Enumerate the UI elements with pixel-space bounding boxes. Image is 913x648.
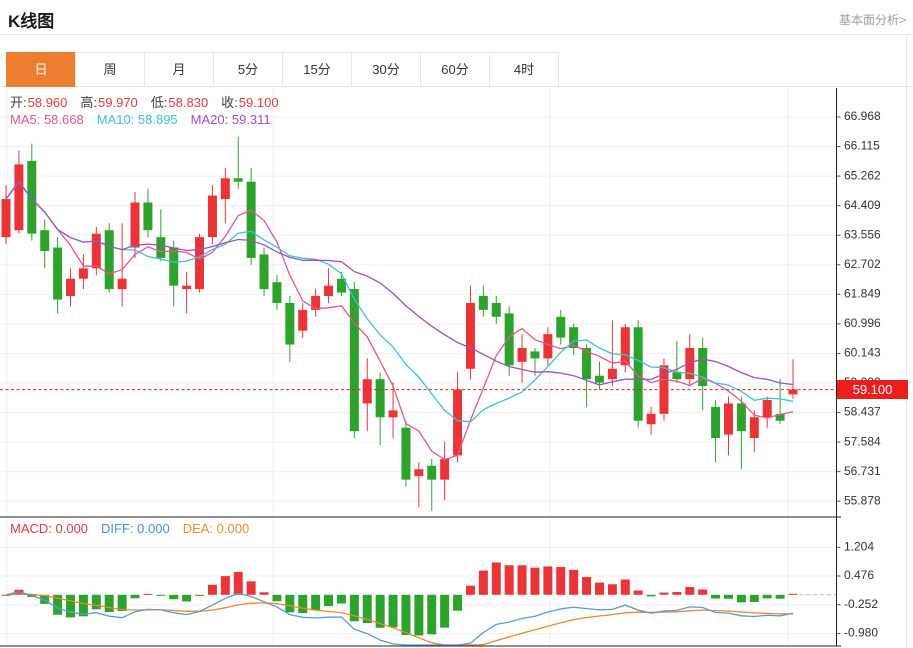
ohlc-readout: 开:58.960 高:59.970 低:58.830 收:59.100 [10,92,292,111]
svg-text:66.968: 66.968 [844,109,881,123]
tab-月[interactable]: 月 [144,52,214,87]
svg-text:66.115: 66.115 [844,139,880,153]
interval-tabs: 日周月 5分 15分 30分 60分 4时 [6,52,559,87]
svg-text:62.702: 62.702 [844,257,881,271]
svg-text:-0.980: -0.980 [844,626,878,640]
svg-text:0.476: 0.476 [844,568,874,582]
ma-readout: MA5: 58.668 MA10: 58.895 MA20: 59.311 [10,112,284,127]
svg-text:60.996: 60.996 [844,316,881,330]
tab-4时[interactable]: 4时 [489,52,559,87]
svg-text:56.731: 56.731 [844,464,881,478]
tab-15分[interactable]: 15分 [282,52,352,87]
readout-item: 开:58.960 [10,95,68,110]
current-price-badge: 59.100 [837,380,908,400]
readout-item: MACD: 0.000 [10,521,89,536]
svg-text:1.204: 1.204 [844,540,874,554]
svg-text:55.878: 55.878 [844,493,881,507]
svg-text:60.143: 60.143 [844,346,881,360]
container-right-border [906,35,907,648]
readout-item: MA10: 58.895 [96,112,178,127]
tab-5分[interactable]: 5分 [213,52,283,87]
readout-item: DIFF: 0.000 [101,521,170,536]
svg-text:65.262: 65.262 [844,168,881,182]
svg-text:58.437: 58.437 [844,405,881,419]
tab-30分[interactable]: 30分 [351,52,421,87]
readout-item: MA5: 58.668 [10,112,84,127]
tab-60分[interactable]: 60分 [420,52,490,87]
tab-周[interactable]: 周 [75,52,145,87]
readout-item: 高:59.970 [80,95,138,110]
readout-item: 收:59.100 [221,95,279,110]
fundamental-analysis-link[interactable]: 基本面分析> [838,13,906,27]
readout-item: MA20: 59.311 [190,112,271,127]
svg-text:63.556: 63.556 [844,227,881,241]
tab-日[interactable]: 日 [6,52,76,87]
svg-text:64.409: 64.409 [844,198,881,212]
widget-header: K线图 基本面分析> [0,0,913,35]
svg-text:57.584: 57.584 [844,434,881,448]
readout-item: 低:58.830 [150,95,209,110]
macd-readout: MACD: 0.000 DIFF: 0.000 DEA: 0.000 [10,521,262,536]
svg-text:61.849: 61.849 [844,287,881,301]
readout-item: DEA: 0.000 [182,521,250,536]
svg-text:-0.252: -0.252 [844,597,878,611]
page-title: K线图 [8,12,55,31]
